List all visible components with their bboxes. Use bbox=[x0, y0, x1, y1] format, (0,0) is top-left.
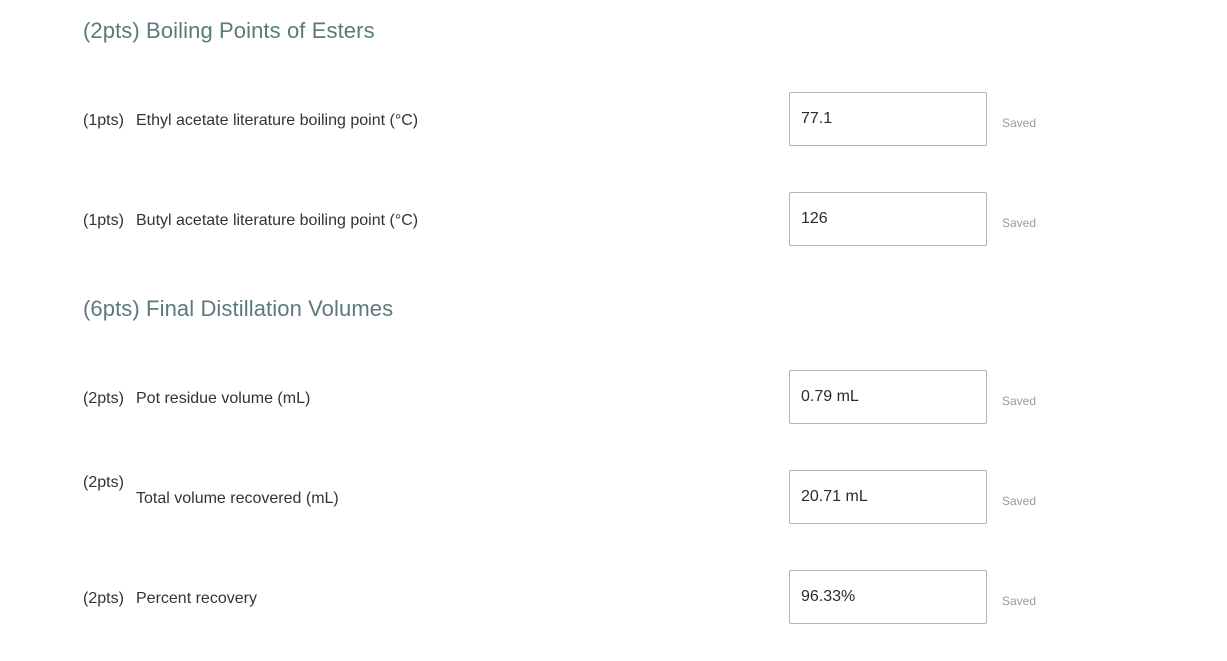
question-row-pot-residue: (2pts) Pot residue volume (mL) Saved bbox=[0, 370, 1227, 424]
answer-input-ethyl-acetate-bp[interactable] bbox=[789, 92, 987, 146]
question-label: Percent recovery bbox=[136, 590, 257, 607]
question-row-ethyl-acetate: (1pts) Ethyl acetate literature boiling … bbox=[0, 92, 1227, 146]
question-label: Butyl acetate literature boiling point (… bbox=[136, 212, 419, 229]
question-label: Ethyl acetate literature boiling point (… bbox=[136, 112, 419, 129]
answer-input-pot-residue-volume[interactable] bbox=[789, 370, 987, 424]
question-points: (1pts) bbox=[83, 212, 124, 229]
question-label: Total volume recovered (mL) bbox=[136, 490, 339, 507]
saved-status: Saved bbox=[1002, 494, 1037, 508]
question-row-butyl-acetate: (1pts) Butyl acetate literature boiling … bbox=[0, 192, 1227, 246]
question-points: (2pts) bbox=[83, 390, 124, 407]
question-row-percent-recovery: (2pts) Percent recovery Saved bbox=[0, 570, 1227, 624]
question-points: (1pts) bbox=[83, 112, 124, 129]
question-points: (2pts) bbox=[83, 590, 124, 607]
saved-status: Saved bbox=[1002, 594, 1037, 608]
section-title-distillation-volumes: (6pts) Final Distillation Volumes bbox=[83, 296, 394, 321]
answer-input-butyl-acetate-bp[interactable] bbox=[789, 192, 987, 246]
answer-input-total-volume-recovered[interactable] bbox=[789, 470, 987, 524]
saved-status: Saved bbox=[1002, 216, 1037, 230]
question-label: Pot residue volume (mL) bbox=[136, 390, 311, 407]
answer-input-percent-recovery[interactable] bbox=[789, 570, 987, 624]
question-row-total-volume: (2pts) Total volume recovered (mL) Saved bbox=[0, 470, 1227, 524]
question-points: (2pts) bbox=[83, 474, 124, 491]
section-title-boiling-points: (2pts) Boiling Points of Esters bbox=[83, 18, 375, 43]
saved-status: Saved bbox=[1002, 394, 1037, 408]
saved-status: Saved bbox=[1002, 116, 1037, 130]
